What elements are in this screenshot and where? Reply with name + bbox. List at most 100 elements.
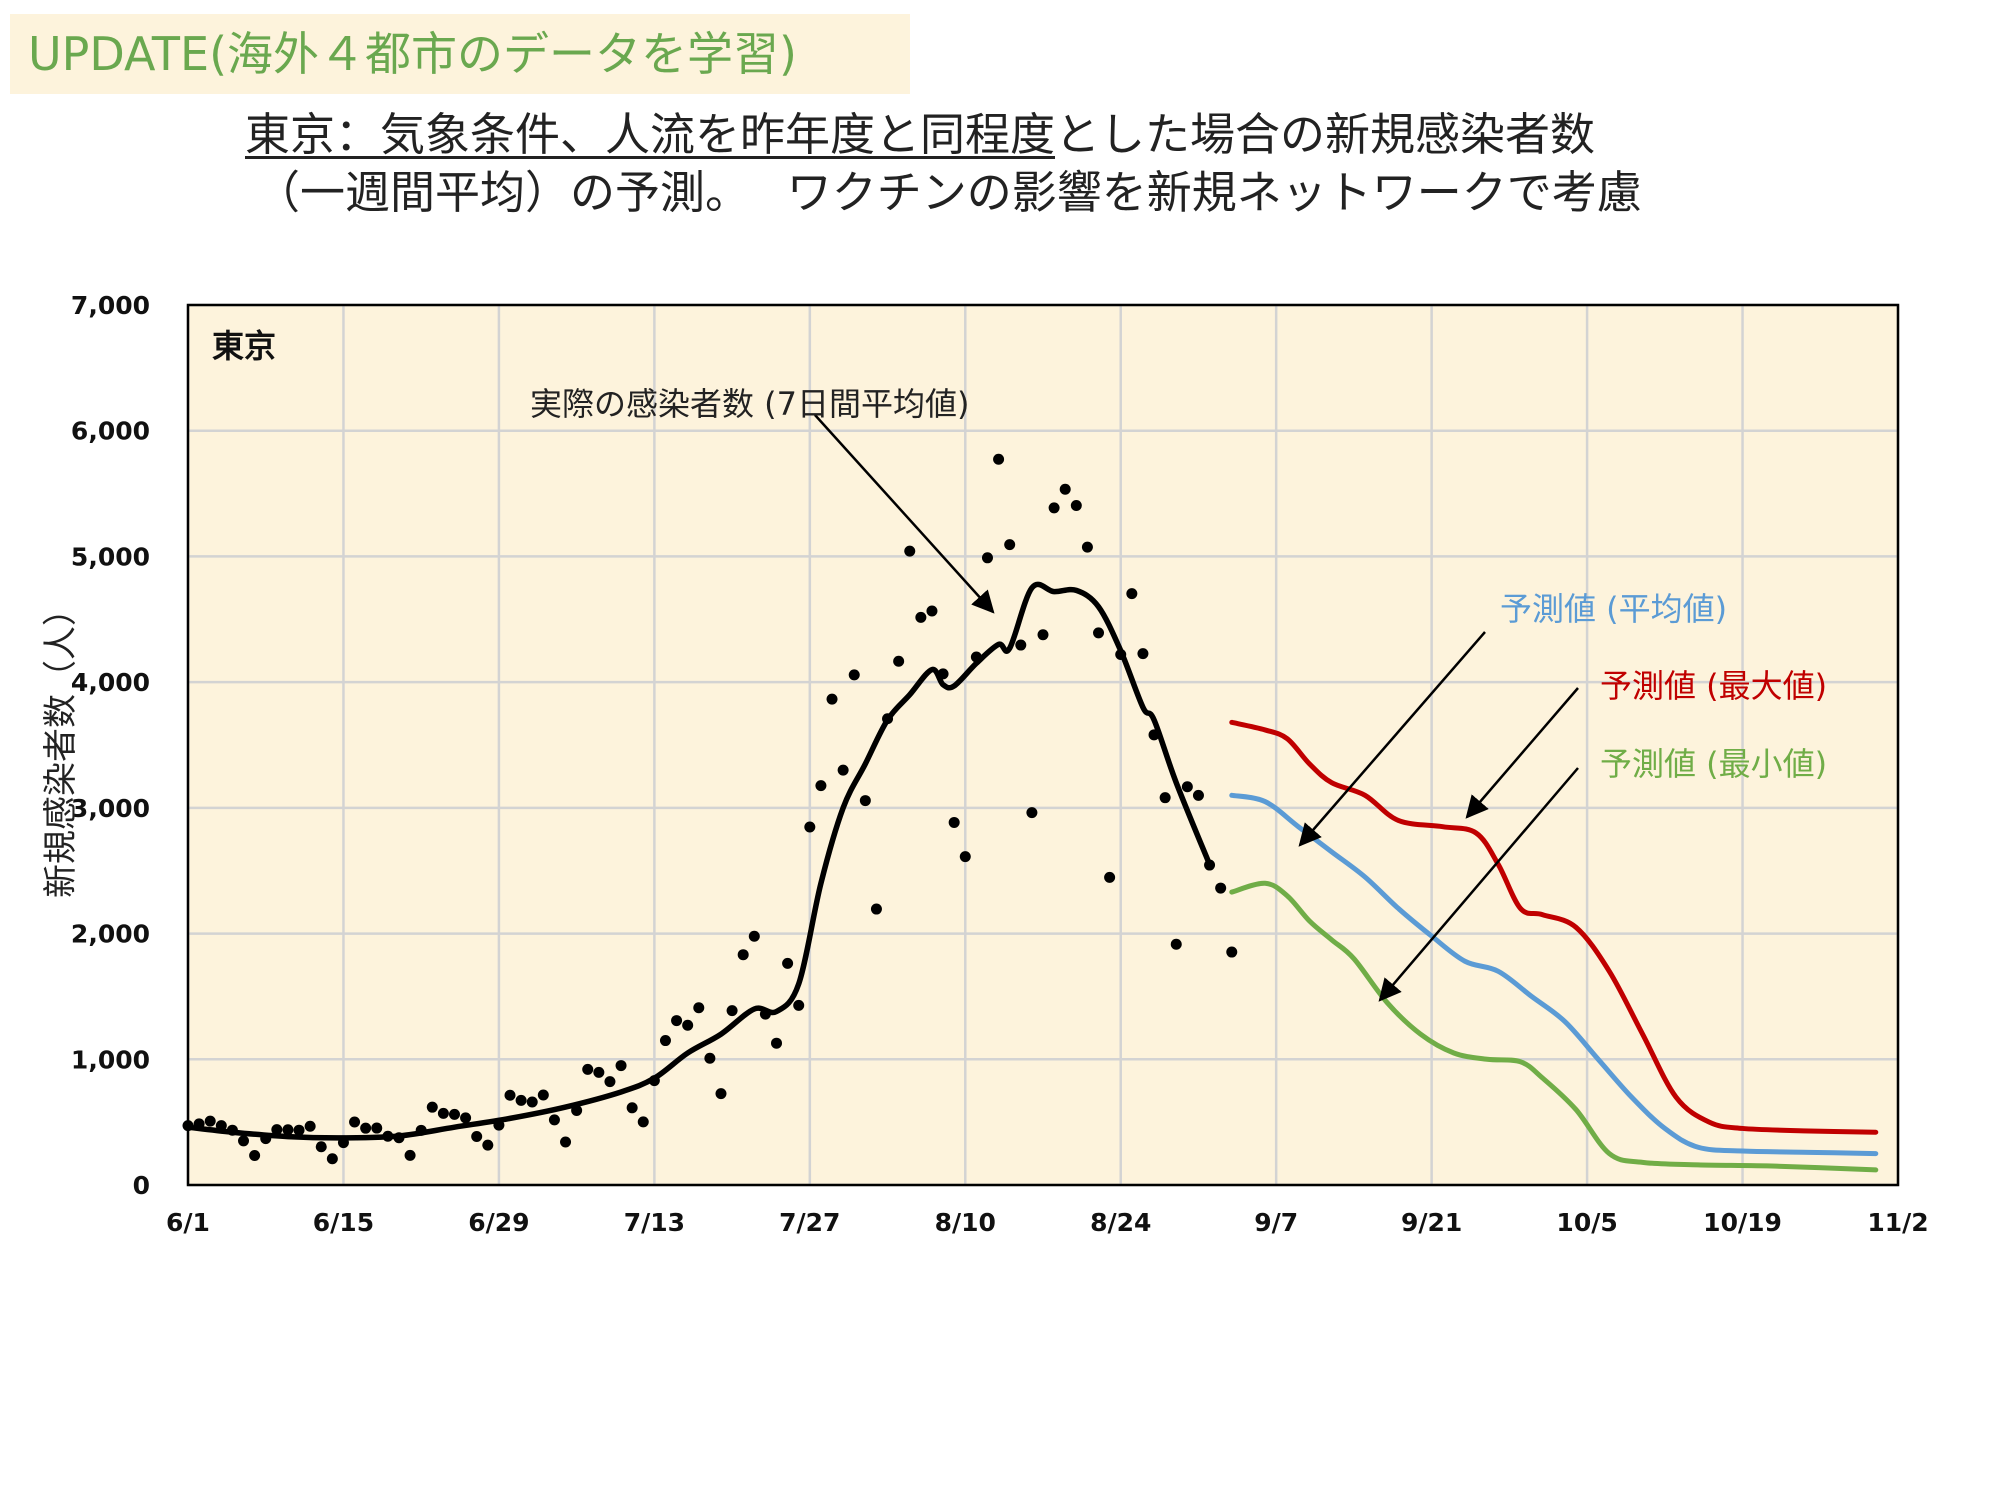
- daily-point: [726, 1005, 738, 1017]
- daily-point: [282, 1124, 294, 1136]
- daily-point: [804, 821, 816, 833]
- daily-point: [1159, 792, 1171, 804]
- daily-point: [515, 1094, 527, 1106]
- arrow-pred-mean: [1298, 631, 1486, 847]
- x-tick-label: 9/7: [1254, 1208, 1298, 1237]
- daily-point: [926, 605, 938, 617]
- x-tick-label: 10/19: [1703, 1208, 1782, 1237]
- daily-point: [404, 1149, 416, 1161]
- daily-point: [249, 1149, 261, 1161]
- daily-point: [659, 1035, 671, 1047]
- daily-point: [748, 930, 760, 942]
- title-rest-text: とした場合の新規感染者数: [1055, 108, 1596, 161]
- daily-point: [582, 1063, 594, 1075]
- arrow-pred-min: [1378, 767, 1579, 1002]
- daily-point: [271, 1124, 283, 1136]
- daily-point: [915, 611, 927, 623]
- daily-point: [693, 1002, 705, 1014]
- daily-point: [1137, 648, 1149, 660]
- daily-point: [793, 999, 805, 1011]
- y-tick-label: 6,000: [71, 417, 150, 446]
- x-tick-label: 8/10: [935, 1208, 996, 1237]
- y-tick-label: 5,000: [71, 542, 150, 571]
- daily-point: [315, 1141, 327, 1153]
- daily-point: [482, 1139, 494, 1151]
- x-tick-label: 6/15: [313, 1208, 374, 1237]
- daily-point: [1059, 483, 1071, 495]
- x-tick-label: 6/1: [166, 1208, 210, 1237]
- y-tick-label: 2,000: [71, 920, 150, 949]
- plot-area: [188, 305, 1898, 1185]
- daily-point: [848, 669, 860, 681]
- daily-point: [304, 1120, 316, 1132]
- series-lines: [185, 581, 1879, 1173]
- daily-point: [1192, 789, 1204, 801]
- daily-point: [826, 693, 838, 705]
- x-tick-label: 7/13: [624, 1208, 685, 1237]
- pred-min-line: [1229, 880, 1879, 1173]
- x-tick-label: 10/5: [1556, 1208, 1617, 1237]
- daily-point: [1037, 629, 1049, 641]
- annotation-pred-max: 予測値 (最大値): [1600, 667, 1827, 705]
- page-title-line2: （一週間平均）の予測。 ワクチンの影響を新規ネットワークで考慮: [255, 166, 1642, 219]
- daily-point: [1070, 500, 1082, 512]
- daily-point: [204, 1115, 216, 1127]
- daily-point: [859, 795, 871, 807]
- annotation-actual: 実際の感染者数 (7日間平均値): [530, 385, 970, 423]
- daily-point: [526, 1096, 538, 1108]
- annotation-pred-mean: 予測値 (平均値): [1500, 590, 1727, 628]
- daily-point: [593, 1066, 605, 1078]
- daily-point: [1004, 539, 1016, 551]
- x-tick-label: 8/24: [1090, 1208, 1151, 1237]
- daily-point: [637, 1116, 649, 1128]
- daily-point: [771, 1037, 783, 1049]
- daily-point: [737, 949, 749, 961]
- daily-point: [471, 1130, 483, 1142]
- arrow-pred-max: [1465, 687, 1579, 819]
- x-tick-label: 7/27: [779, 1208, 840, 1237]
- daily-point: [815, 780, 827, 792]
- daily-point: [981, 552, 993, 564]
- daily-point: [1126, 588, 1138, 600]
- daily-point: [993, 453, 1005, 465]
- daily-point: [948, 816, 960, 828]
- daily-point: [426, 1101, 438, 1113]
- daily-point: [537, 1089, 549, 1101]
- daily-point: [371, 1122, 383, 1134]
- daily-point: [1170, 938, 1182, 950]
- daily-point: [1215, 882, 1227, 894]
- daily-point: [782, 957, 794, 969]
- daily-point: [349, 1116, 361, 1128]
- daily-point: [1226, 946, 1238, 958]
- y-tick-label: 1,000: [71, 1045, 150, 1074]
- panel-label: 東京: [212, 327, 276, 365]
- daily-point: [437, 1107, 449, 1119]
- daily-point: [1015, 639, 1027, 651]
- daily-point: [504, 1089, 516, 1101]
- daily-point: [893, 655, 905, 667]
- daily-point: [1081, 541, 1093, 553]
- daily-point: [959, 851, 971, 863]
- daily-point: [560, 1136, 572, 1148]
- y-tick-label: 7,000: [71, 291, 150, 320]
- daily-point: [626, 1102, 638, 1114]
- daily-point: [1093, 627, 1105, 639]
- daily-point: [448, 1108, 460, 1120]
- y-axis: 0 1,000 2,000 3,000 4,000 5,000 6,000 7,000: [71, 291, 150, 1200]
- y-axis-label: 新規感染者数（人）: [41, 592, 81, 898]
- daily-point: [715, 1088, 727, 1100]
- pred-mean-line: [1229, 792, 1879, 1157]
- daily-point: [604, 1076, 616, 1088]
- daily-point: [1026, 807, 1038, 819]
- daily-point: [1104, 871, 1116, 883]
- daily-point: [548, 1114, 560, 1126]
- daily-point: [870, 903, 882, 915]
- daily-point: [360, 1122, 372, 1134]
- x-tick-label: 11/2: [1867, 1208, 1928, 1237]
- daily-point: [460, 1112, 472, 1124]
- daily-point: [615, 1060, 627, 1072]
- arrow-actual: [814, 414, 995, 614]
- daily-point: [671, 1015, 683, 1027]
- x-axis: 6/1 6/15 6/29 7/13 7/27 8/10 8/24 9/7 9/21 10/5 10…: [166, 1208, 1929, 1237]
